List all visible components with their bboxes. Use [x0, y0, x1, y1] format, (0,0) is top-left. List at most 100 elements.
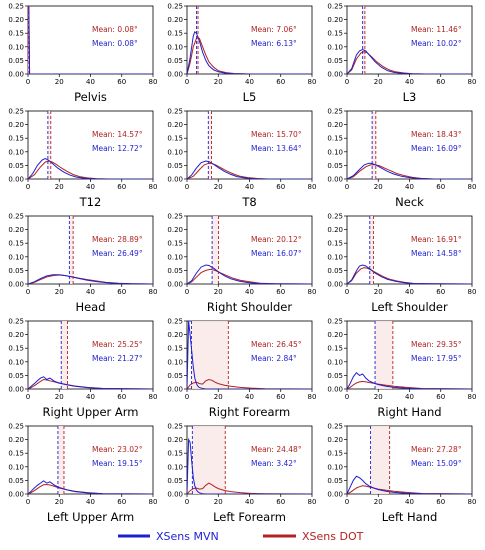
- x-tick-label: 20: [55, 498, 64, 506]
- y-tick-label: 0.15: [8, 450, 24, 458]
- plot-frame: [346, 425, 473, 495]
- mean-label-dot: Mean: 28.89°: [92, 235, 143, 244]
- y-tick-label: 0.20: [167, 16, 183, 24]
- x-tick-label: 20: [55, 288, 64, 296]
- plot-frame: [346, 5, 473, 75]
- y-tick-label: 0.05: [8, 477, 24, 485]
- panel-right-hand: 0.00 0.05 0.10 0.15 0.20 0.25 0 20 40 60 80 Mean: 2…: [327, 318, 476, 420]
- y-tick-label: 0.25: [327, 423, 343, 431]
- x-tick-label: 20: [374, 78, 383, 86]
- plot-frame: [27, 320, 154, 390]
- plot-frame: [346, 215, 473, 285]
- y-tick-label: 0.00: [167, 176, 183, 184]
- x-tick-label: 80: [308, 183, 317, 191]
- x-tick-label: 0: [26, 393, 30, 401]
- x-tick-label: 0: [345, 393, 349, 401]
- x-tick-label: 80: [149, 183, 158, 191]
- y-tick-label: 0.05: [327, 477, 343, 485]
- panel-title: T12: [79, 195, 102, 209]
- x-tick-label: 20: [374, 288, 383, 296]
- y-tick-label: 0.15: [167, 240, 183, 248]
- x-tick-label: 60: [276, 183, 285, 191]
- series-line-mvn: [347, 371, 472, 389]
- mean-label-mvn: Mean: 15.09°: [411, 459, 462, 468]
- series-line-mvn: [28, 6, 153, 74]
- x-tick-label: 80: [468, 78, 477, 86]
- y-tick-label: 0.25: [327, 318, 343, 326]
- y-tick-label: 0.25: [167, 213, 183, 221]
- y-tick-label: 0.10: [327, 253, 343, 261]
- mean-band: [61, 321, 68, 389]
- mean-label-mvn: Mean: 6.13°: [251, 39, 297, 48]
- y-tick-label: 0.20: [8, 16, 24, 24]
- x-tick-label: 60: [436, 183, 445, 191]
- x-tick-label: 20: [214, 393, 223, 401]
- y-tick-label: 0.05: [327, 57, 343, 65]
- y-tick-label: 0.25: [8, 423, 24, 431]
- mean-label-dot: Mean: 7.06°: [251, 25, 297, 34]
- x-tick-label: 60: [436, 78, 445, 86]
- y-tick-label: 0.15: [327, 450, 343, 458]
- mean-label-mvn: Mean: 3.42°: [251, 459, 297, 468]
- y-tick-label: 0.20: [327, 226, 343, 234]
- mean-label-mvn: Mean: 14.58°: [411, 249, 462, 258]
- x-tick-label: 80: [149, 498, 158, 506]
- y-tick-label: 0.10: [8, 253, 24, 261]
- mean-band: [191, 321, 229, 389]
- y-tick-label: 0.05: [8, 267, 24, 275]
- y-tick-label: 0.20: [167, 331, 183, 339]
- panel-title: Left Upper Arm: [47, 510, 134, 524]
- series-line-mvn: [28, 480, 153, 494]
- x-tick-label: 40: [245, 393, 254, 401]
- panel-left-upper-arm: 0.00 0.05 0.10 0.15 0.20 0.25 0 20 40 60 80 Mean: 2…: [8, 423, 157, 525]
- x-tick-label: 0: [26, 288, 30, 296]
- mean-label-mvn: Mean: 17.95°: [411, 354, 462, 363]
- y-tick-label: 0.25: [167, 318, 183, 326]
- plot-frame: [186, 110, 313, 180]
- x-tick-label: 0: [26, 498, 30, 506]
- mean-band: [369, 216, 374, 284]
- mean-band: [372, 111, 376, 179]
- x-tick-label: 60: [117, 498, 126, 506]
- x-tick-label: 40: [86, 393, 95, 401]
- y-tick-label: 0.20: [167, 436, 183, 444]
- y-tick-label: 0.05: [8, 162, 24, 170]
- y-tick-label: 0.15: [167, 135, 183, 143]
- mean-label-dot: Mean: 16.91°: [411, 235, 462, 244]
- series-line-mvn: [347, 264, 472, 284]
- y-tick-label: 0.05: [167, 57, 183, 65]
- y-tick-label: 0.15: [167, 345, 183, 353]
- y-tick-label: 0.00: [8, 71, 24, 79]
- y-tick-label: 0.00: [8, 176, 24, 184]
- y-tick-label: 0.00: [8, 491, 24, 499]
- y-tick-label: 0.10: [167, 463, 183, 471]
- y-tick-label: 0.05: [8, 57, 24, 65]
- mean-band: [375, 321, 393, 389]
- y-tick-label: 0.10: [8, 463, 24, 471]
- x-tick-label: 40: [245, 288, 254, 296]
- y-tick-label: 0.15: [8, 135, 24, 143]
- x-tick-label: 60: [276, 498, 285, 506]
- mean-label-mvn: Mean: 0.08°: [92, 39, 138, 48]
- y-tick-label: 0.10: [8, 358, 24, 366]
- panel-left-shoulder: 0.00 0.05 0.10 0.15 0.20 0.25 0 20 40 60 80 Mean: 1…: [327, 213, 476, 315]
- x-tick-label: 80: [149, 78, 158, 86]
- mean-label-dot: Mean: 18.43°: [411, 130, 462, 139]
- y-tick-label: 0.20: [327, 436, 343, 444]
- x-tick-label: 40: [405, 288, 414, 296]
- x-tick-label: 60: [436, 393, 445, 401]
- y-tick-label: 0.25: [8, 3, 24, 11]
- y-tick-label: 0.15: [327, 30, 343, 38]
- x-tick-label: 20: [55, 393, 64, 401]
- y-tick-label: 0.05: [327, 372, 343, 380]
- x-tick-label: 0: [345, 78, 349, 86]
- y-tick-label: 0.00: [327, 71, 343, 79]
- y-tick-label: 0.20: [327, 121, 343, 129]
- y-tick-label: 0.25: [327, 213, 343, 221]
- panel-right-forearm: 0.00 0.05 0.10 0.15 0.20 0.25 0 20 40 60 80 Mean: 2…: [167, 318, 316, 420]
- y-tick-label: 0.25: [167, 108, 183, 116]
- panel-title: Right Upper Arm: [42, 405, 138, 419]
- x-tick-label: 40: [86, 183, 95, 191]
- y-tick-label: 0.20: [8, 436, 24, 444]
- mean-label-dot: Mean: 25.25°: [92, 340, 143, 349]
